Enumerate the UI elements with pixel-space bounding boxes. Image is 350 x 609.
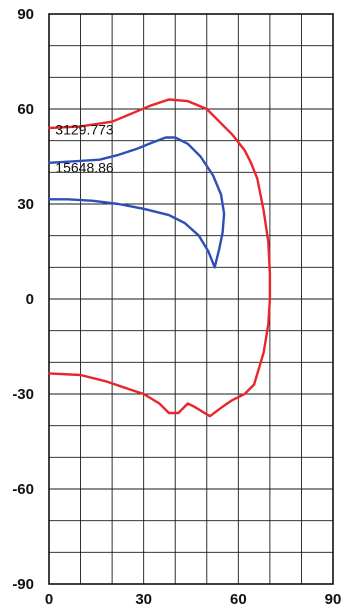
x-tick-label: 0 <box>45 591 53 608</box>
grid <box>49 14 333 584</box>
y-tick-label: -90 <box>12 576 34 593</box>
x-tick-label: 60 <box>230 591 247 608</box>
y-tick-label: 90 <box>17 6 34 23</box>
y-tick-label: -30 <box>12 386 34 403</box>
x-tick-label: 90 <box>325 591 342 608</box>
y-tick-label: 0 <box>26 291 34 308</box>
plot-frame <box>48 13 334 585</box>
annotation-label: 15648.86 <box>55 159 114 175</box>
series-lines <box>47 98 272 418</box>
y-tick-label: 30 <box>17 196 34 213</box>
y-tick-labels: 90 60 30 0 -30 -60 -90 <box>12 6 34 593</box>
annotations: 3129.773 15648.86 <box>55 121 114 175</box>
annotation-label: 3129.773 <box>55 121 114 137</box>
y-tick-label: -60 <box>12 481 34 498</box>
series-line-2 <box>47 136 226 269</box>
x-tick-label: 30 <box>135 591 152 608</box>
y-tick-label: 60 <box>17 101 34 118</box>
series-line-1 <box>47 98 272 418</box>
x-tick-labels: 0 30 60 90 <box>45 591 342 608</box>
